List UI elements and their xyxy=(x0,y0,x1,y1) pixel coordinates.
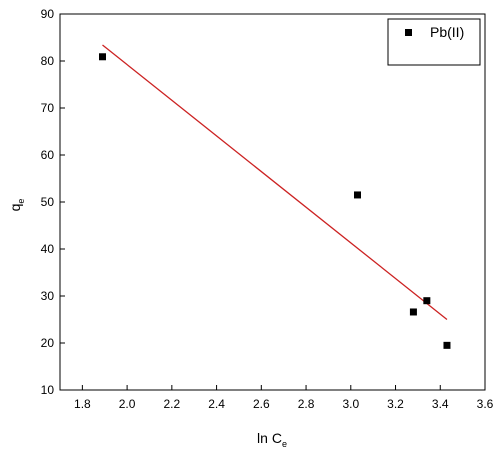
y-tick-label: 30 xyxy=(41,289,55,303)
y-tick-label: 10 xyxy=(41,383,55,397)
x-tick-label: 2.8 xyxy=(298,397,315,411)
y-tick-label: 40 xyxy=(41,242,55,256)
x-tick-label: 3.6 xyxy=(477,397,494,411)
plot-frame xyxy=(59,13,486,391)
x-tick-label: 3.2 xyxy=(387,397,404,411)
data-point xyxy=(99,53,106,61)
legend-marker-square xyxy=(405,29,412,36)
x-tick-label: 2.6 xyxy=(253,397,270,411)
y-tick-label: 70 xyxy=(41,101,55,115)
x-axis-ticks: 1.8 2.0 2.2 2.4 2.6 2.8 3.0 3.2 3.4 3.6 xyxy=(74,385,494,411)
y-tick-label: 80 xyxy=(41,54,55,68)
data-point xyxy=(354,191,361,199)
legend-label-pb-ii: Pb(II) xyxy=(430,24,464,40)
x-tick-label: 1.8 xyxy=(74,397,91,411)
data-point xyxy=(423,297,431,305)
x-tick-label: 2.0 xyxy=(119,397,136,411)
y-tick-label: 60 xyxy=(41,148,55,162)
data-points xyxy=(99,53,451,349)
y-tick-label: 20 xyxy=(41,336,55,350)
data-point xyxy=(443,341,451,349)
y-tick-label: 90 xyxy=(41,7,55,21)
y-axis-title: qe xyxy=(7,199,26,212)
legend: Pb(II) xyxy=(387,18,481,66)
x-tick-label: 2.4 xyxy=(208,397,225,411)
y-tick-label: 50 xyxy=(41,195,55,209)
x-tick-label: 2.2 xyxy=(163,397,180,411)
x-axis-title: ln Ce xyxy=(257,430,287,449)
y-axis-ticks: 10 20 30 40 50 60 70 80 90 xyxy=(41,7,65,397)
data-point xyxy=(409,308,417,316)
x-tick-label: 3.0 xyxy=(342,397,359,411)
linear-fit-line xyxy=(102,44,448,321)
legend-box xyxy=(387,18,481,66)
x-tick-label: 3.4 xyxy=(432,397,449,411)
